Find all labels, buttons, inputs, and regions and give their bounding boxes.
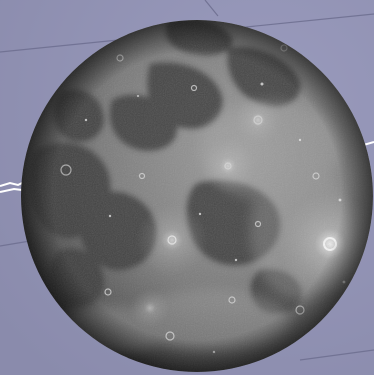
moon-disc <box>21 20 373 372</box>
